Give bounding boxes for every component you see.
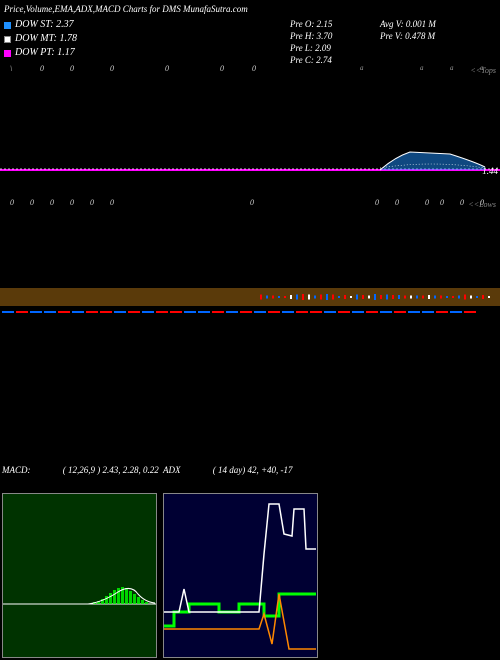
stat-line: Pre O: 2.15 — [290, 18, 332, 30]
tick-mark: 0 — [70, 64, 74, 73]
dash-strip — [0, 310, 500, 316]
legend-item: DOW MT: 1.78 — [4, 32, 77, 46]
tick-mark: 0 — [440, 198, 444, 207]
sub-panels: MACD: ( 12,26,9 ) 2.43, 2.28, 0.22 ADX (… — [2, 479, 318, 658]
tick-mark: 0 — [110, 198, 114, 207]
tick-mark: 0 — [480, 198, 484, 207]
pre-stats: Pre O: 2.15Pre H: 3.70Pre L: 2.09Pre C: … — [290, 18, 332, 66]
legend-color-box — [4, 50, 11, 57]
tick-mark: 0 — [375, 198, 379, 207]
tick-mark: 0 — [30, 198, 34, 207]
macd-panel-wrap: MACD: ( 12,26,9 ) 2.43, 2.28, 0.22 — [2, 479, 157, 658]
mid-tick-row: 0000000000000 — [0, 198, 480, 208]
macd-chart — [3, 494, 156, 657]
legend-item: DOW PT: 1.17 — [4, 46, 77, 60]
volume-strip — [0, 288, 500, 308]
adx-name: ADX — [163, 465, 181, 475]
price-chart — [0, 70, 500, 210]
tick-mark: 0 — [90, 198, 94, 207]
tick-mark: \ — [10, 64, 12, 73]
macd-name: MACD: — [2, 465, 31, 475]
adx-panel — [163, 493, 318, 658]
tick-mark: 0 — [252, 64, 256, 73]
legend-block: DOW ST: 2.37DOW MT: 1.78DOW PT: 1.17 — [4, 18, 77, 60]
stat-line: Pre L: 2.09 — [290, 42, 332, 54]
tick-mark: 0 — [395, 198, 399, 207]
tick-mark: 0 — [110, 64, 114, 73]
macd-label: MACD: ( 12,26,9 ) 2.43, 2.28, 0.22 — [2, 465, 159, 475]
tick-mark: 0 — [70, 198, 74, 207]
top-tick-row: \000000aaaa — [0, 64, 480, 74]
tick-mark: 0 — [10, 198, 14, 207]
tick-mark: 0 — [165, 64, 169, 73]
adx-label: ADX ( 14 day) 42, +40, -17 — [163, 465, 293, 475]
macd-params: ( 12,26,9 ) 2.43, 2.28, 0.22 — [63, 465, 159, 475]
price-last-label: 1.44 — [482, 166, 498, 176]
legend-text: DOW MT: 1.78 — [15, 32, 77, 46]
tick-mark: 0 — [425, 198, 429, 207]
avg-stats: Avg V: 0.001 MPre V: 0.478 M — [380, 18, 436, 42]
adx-panel-wrap: ADX ( 14 day) 42, +40, -17 — [163, 479, 318, 658]
macd-panel — [2, 493, 157, 658]
legend-color-box — [4, 36, 11, 43]
tick-mark: 0 — [40, 64, 44, 73]
tick-mark: 0 — [460, 198, 464, 207]
tick-mark: 0 — [50, 198, 54, 207]
stat-line: Pre V: 0.478 M — [380, 30, 436, 42]
tick-mark: 0 — [220, 64, 224, 73]
stat-line: Avg V: 0.001 M — [380, 18, 436, 30]
legend-text: DOW PT: 1.17 — [15, 46, 75, 60]
legend-item: DOW ST: 2.37 — [4, 18, 77, 32]
adx-params: ( 14 day) 42, +40, -17 — [213, 465, 293, 475]
adx-chart — [164, 494, 317, 657]
stat-line: Pre H: 3.70 — [290, 30, 332, 42]
tick-mark: 0 — [250, 198, 254, 207]
legend-color-box — [4, 22, 11, 29]
legend-text: DOW ST: 2.37 — [15, 18, 74, 32]
page-title: Price,Volume,EMA,ADX,MACD Charts for DMS… — [4, 4, 248, 14]
